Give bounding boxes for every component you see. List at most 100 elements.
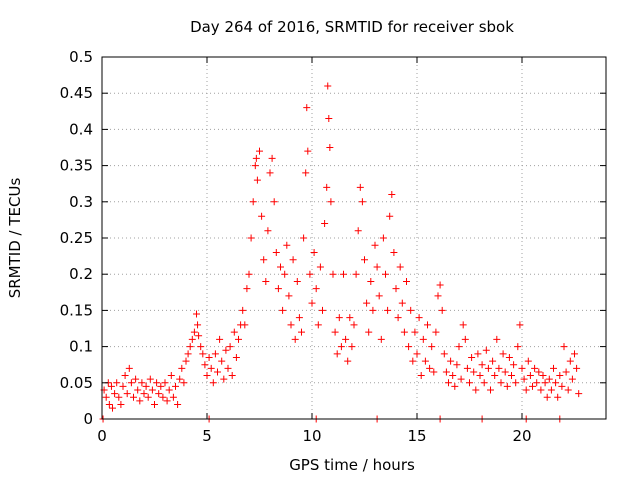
data-point <box>146 375 154 383</box>
data-point <box>346 314 354 322</box>
data-point <box>392 285 400 293</box>
data-point <box>117 401 125 409</box>
data-point <box>493 335 501 343</box>
data-point <box>214 368 221 376</box>
y-tick-label: 0.1 <box>69 338 93 356</box>
data-point <box>531 364 539 372</box>
data-point <box>249 198 257 206</box>
data-point <box>342 335 350 343</box>
data-point <box>303 104 311 112</box>
data-point <box>388 191 396 199</box>
data-point <box>478 361 486 369</box>
data-point <box>405 343 413 351</box>
data-point <box>520 375 528 383</box>
data-point <box>453 361 461 369</box>
data-point <box>312 285 320 293</box>
data-point <box>107 382 115 390</box>
data-point <box>543 393 551 401</box>
data-point <box>157 382 165 390</box>
data-point <box>123 390 131 398</box>
data-point <box>111 390 119 398</box>
data-point <box>161 379 169 387</box>
data-point <box>449 372 457 380</box>
data-point <box>115 393 123 401</box>
data-point <box>194 321 202 329</box>
data-point <box>373 263 381 271</box>
x-tick-label: 10 <box>302 427 321 445</box>
data-point <box>419 335 427 343</box>
data-point <box>119 382 127 390</box>
data-point <box>539 372 547 380</box>
data-point <box>310 248 318 256</box>
data-point <box>132 375 140 383</box>
data-point <box>287 321 295 329</box>
data-point <box>243 285 251 293</box>
data-point <box>537 386 545 394</box>
data-point <box>382 270 389 278</box>
data-point <box>497 379 505 387</box>
data-point <box>188 335 196 343</box>
data-point <box>436 281 444 289</box>
data-point <box>203 372 211 380</box>
data-point <box>562 368 570 376</box>
data-point <box>324 82 332 90</box>
data-point <box>535 368 543 376</box>
data-point <box>295 314 303 322</box>
x-tick-label: 20 <box>512 427 531 445</box>
data-point <box>358 198 366 206</box>
y-tick-label: 0.4 <box>69 120 93 138</box>
data-point <box>356 183 364 191</box>
data-point <box>403 277 410 285</box>
data-point <box>344 357 352 365</box>
data-point <box>495 364 503 372</box>
data-point <box>306 270 314 278</box>
data-point <box>144 393 152 401</box>
data-point <box>186 343 194 351</box>
data-point <box>442 368 450 376</box>
data-point <box>518 364 526 372</box>
data-point <box>379 234 387 242</box>
data-point <box>270 198 278 206</box>
data-point <box>545 375 553 383</box>
data-point <box>285 292 293 300</box>
data-point <box>184 350 192 358</box>
data-point <box>430 368 438 376</box>
data-point <box>151 401 158 409</box>
data-point <box>455 343 463 351</box>
data-point <box>554 393 562 401</box>
data-point <box>220 375 228 383</box>
data-point <box>102 393 110 401</box>
y-tick-label: 0.25 <box>60 229 93 247</box>
data-point <box>541 379 549 387</box>
data-point <box>211 350 219 358</box>
data-point <box>283 241 291 249</box>
data-point <box>466 379 473 387</box>
data-point <box>468 353 476 361</box>
data-point <box>352 270 360 278</box>
data-point <box>222 346 230 354</box>
data-point <box>226 343 234 351</box>
data-point <box>127 379 135 387</box>
data-point <box>575 390 583 398</box>
data-point <box>472 386 480 394</box>
data-point <box>182 357 190 365</box>
data-point <box>350 321 358 329</box>
data-point <box>180 379 188 387</box>
data-point <box>235 335 242 343</box>
data-point <box>571 350 578 358</box>
data-point <box>201 361 209 369</box>
x-tick-label: 5 <box>202 427 212 445</box>
data-point <box>573 364 581 372</box>
data-point <box>190 328 198 336</box>
data-point <box>432 328 440 336</box>
data-point <box>197 343 205 351</box>
data-point <box>482 346 490 354</box>
data-point <box>298 328 305 336</box>
data-point <box>552 379 560 387</box>
data-point <box>445 379 452 387</box>
data-point <box>325 115 333 123</box>
data-point <box>463 364 471 372</box>
data-point <box>113 379 121 387</box>
data-point <box>148 386 156 394</box>
